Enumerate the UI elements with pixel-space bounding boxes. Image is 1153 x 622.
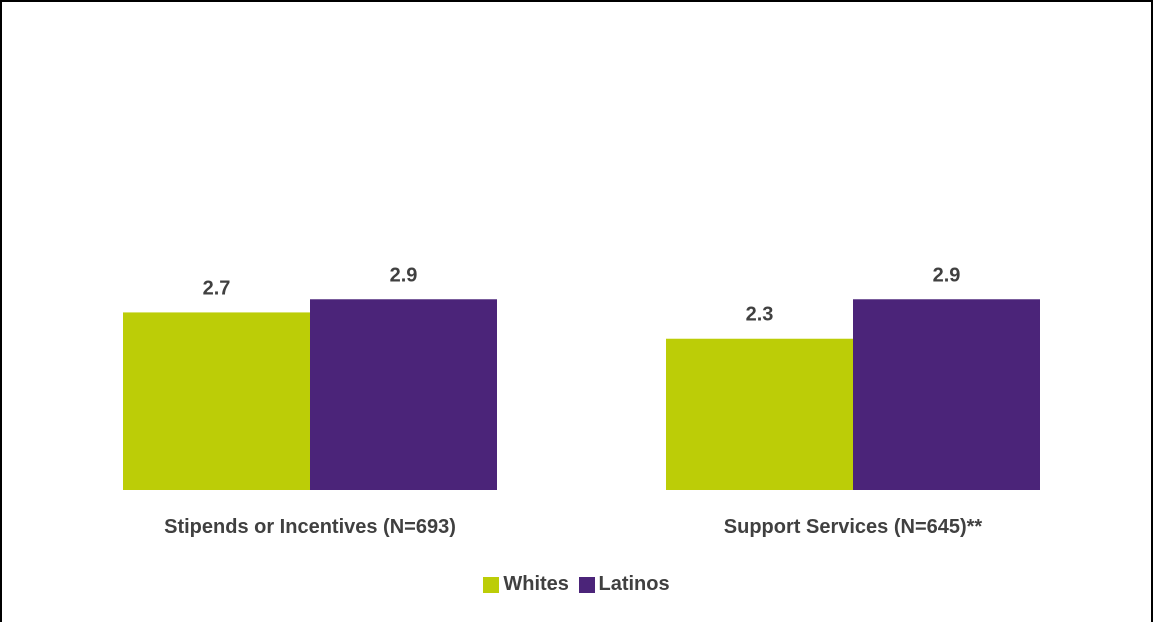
value-labels-group: 2.7 2.9 2.3 2.9: [203, 264, 961, 325]
legend: Whites Latinos: [0, 573, 1153, 599]
category-label-stipends: Stipends or Incentives (N=693): [164, 516, 456, 538]
legend-item-whites: Whites: [483, 573, 569, 596]
value-label-latinos-stipends: 2.9: [390, 264, 418, 286]
value-label-whites-support-services: 2.3: [746, 304, 774, 326]
value-label-whites-stipends: 2.7: [203, 277, 231, 299]
category-label-support-services: Support Services (N=645)**: [724, 516, 983, 538]
bars-group: [123, 299, 1040, 490]
bar-latinos-stipends: [310, 299, 497, 490]
legend-item-latinos: Latinos: [578, 573, 670, 596]
legend-label-latinos: Latinos: [598, 573, 670, 595]
value-label-latinos-support-services: 2.9: [933, 264, 961, 286]
bar-whites-support-services: [666, 338, 853, 490]
legend-swatch-whites: [483, 576, 500, 593]
legend-label-whites: Whites: [503, 573, 569, 595]
bar-whites-stipends: [123, 312, 310, 490]
bar-latinos-support-services: [853, 299, 1040, 490]
legend-swatch-latinos: [578, 576, 595, 593]
